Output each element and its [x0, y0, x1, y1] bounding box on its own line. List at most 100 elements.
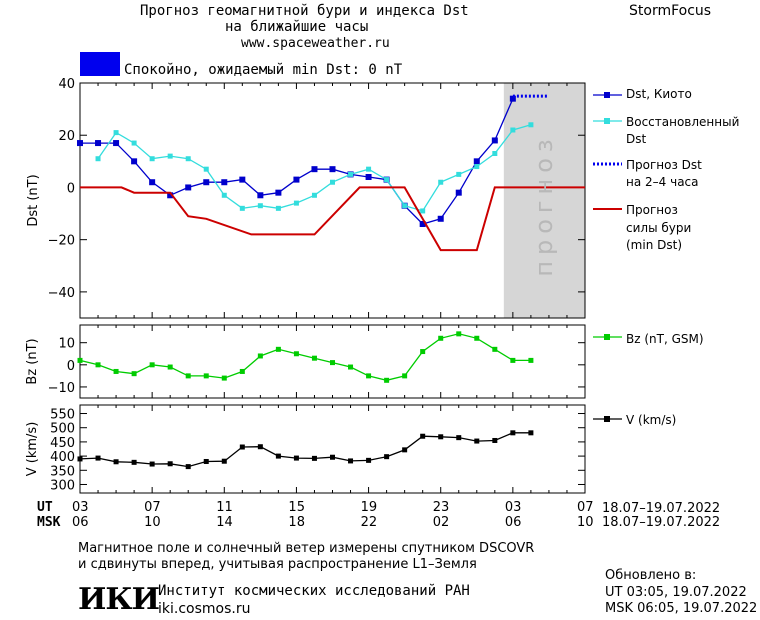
ut-label: UT [37, 500, 53, 515]
data-point [438, 335, 444, 341]
institute-name: Институт космических исследований РАН [158, 583, 470, 599]
data-point [203, 166, 209, 172]
data-point [167, 192, 174, 199]
brand-name: StormFocus [629, 3, 712, 19]
data-point [275, 205, 281, 211]
note-line-1: Магнитное поле и солнечный ветер измерен… [78, 541, 535, 556]
data-point [185, 184, 192, 191]
data-point [348, 364, 354, 370]
legend-dst-restored-2: Dst [626, 132, 647, 146]
data-point [456, 331, 462, 337]
data-point [113, 130, 119, 136]
ut-tick-label: 23 [432, 500, 450, 515]
y-tick-label: −10 [48, 381, 75, 396]
data-point [509, 95, 516, 102]
data-point [437, 215, 444, 222]
y-tick-label: 40 [58, 77, 75, 92]
data-point [293, 176, 300, 183]
data-point [456, 435, 462, 441]
updated-msk: MSK 06:05, 19.07.2022 [605, 601, 758, 616]
series-line [79, 333, 531, 381]
data-point [329, 166, 336, 173]
ut-tick-label: 11 [216, 500, 233, 515]
data-point [311, 455, 317, 461]
note-line-2: и сдвинуты вперед, учитывая распростране… [78, 557, 477, 572]
data-point [311, 192, 317, 198]
ut-tick-label: 07 [144, 500, 161, 515]
y-tick-label: 10 [58, 337, 75, 352]
data-point [257, 203, 263, 209]
data-point [474, 164, 480, 170]
y-tick-label: −20 [48, 234, 75, 249]
data-point [77, 357, 83, 363]
ut-tick-label: 03 [72, 500, 89, 515]
data-point [203, 373, 209, 379]
legend-marker [604, 334, 610, 340]
data-point [275, 453, 281, 459]
data-point [510, 127, 516, 133]
msk-tick-label: 10 [144, 515, 161, 530]
data-point [203, 179, 210, 186]
data-point [492, 151, 498, 156]
data-point [528, 357, 534, 363]
msk-tick-label: 18 [288, 515, 305, 530]
data-point [221, 179, 228, 186]
data-point [528, 122, 534, 128]
y-tick-label: 0 [67, 181, 75, 196]
data-point [456, 171, 462, 177]
legend-marker [604, 416, 610, 422]
data-point [438, 179, 444, 185]
msk-tick-label: 06 [72, 515, 89, 530]
ut-tick-label: 19 [360, 500, 378, 515]
legend-marker [604, 118, 610, 124]
ut-tick-label: 03 [504, 500, 522, 515]
data-point [455, 189, 462, 196]
msk-date-range: 18.07–19.07.2022 [602, 515, 721, 530]
y-tick-label: 500 [50, 422, 75, 437]
series-line [80, 186, 585, 252]
data-point [384, 377, 390, 383]
data-point [95, 156, 101, 162]
data-point [239, 205, 245, 211]
data-point [149, 362, 155, 368]
data-point [402, 373, 408, 379]
data-point [185, 373, 191, 379]
data-point [275, 346, 281, 352]
site-url[interactable]: www.spaceweather.ru [241, 36, 390, 51]
legend-bz: Bz (nT, GSM) [626, 332, 704, 346]
data-point [257, 444, 263, 450]
institute-site[interactable]: iki.cosmos.ru [158, 601, 251, 617]
data-point [131, 158, 138, 165]
data-point [167, 364, 173, 370]
legend-dst-kyoto: Dst, Киото [626, 87, 692, 101]
y-tick-label: 450 [50, 436, 75, 451]
v-panel-frame [79, 404, 586, 494]
page-subtitle: на ближайшие часы [225, 19, 369, 35]
data-point [257, 353, 263, 359]
data-point [131, 459, 137, 465]
data-point [239, 444, 245, 450]
iki-logo: ИКИ [78, 582, 160, 617]
status-color-box [80, 52, 120, 76]
data-point [221, 192, 227, 198]
data-point [365, 174, 372, 180]
data-point [438, 434, 444, 440]
data-point [95, 455, 101, 461]
data-point [221, 458, 227, 464]
data-point [275, 189, 282, 196]
data-point [330, 179, 335, 185]
legend-storm-2: силы бури [626, 221, 692, 235]
data-point [113, 459, 119, 465]
data-point [474, 438, 480, 444]
legend-dst-restored: Восстановленный [626, 115, 740, 129]
data-point [149, 179, 156, 186]
v-axis-label: V (km/s) [25, 422, 40, 477]
data-point [366, 457, 372, 463]
data-point [384, 177, 390, 183]
dst-axis-label: Dst (nT) [26, 174, 41, 226]
legend-storm: Прогноз [626, 203, 678, 217]
data-point [149, 156, 155, 162]
data-point [510, 357, 516, 363]
y-tick-label: 0 [67, 359, 75, 374]
